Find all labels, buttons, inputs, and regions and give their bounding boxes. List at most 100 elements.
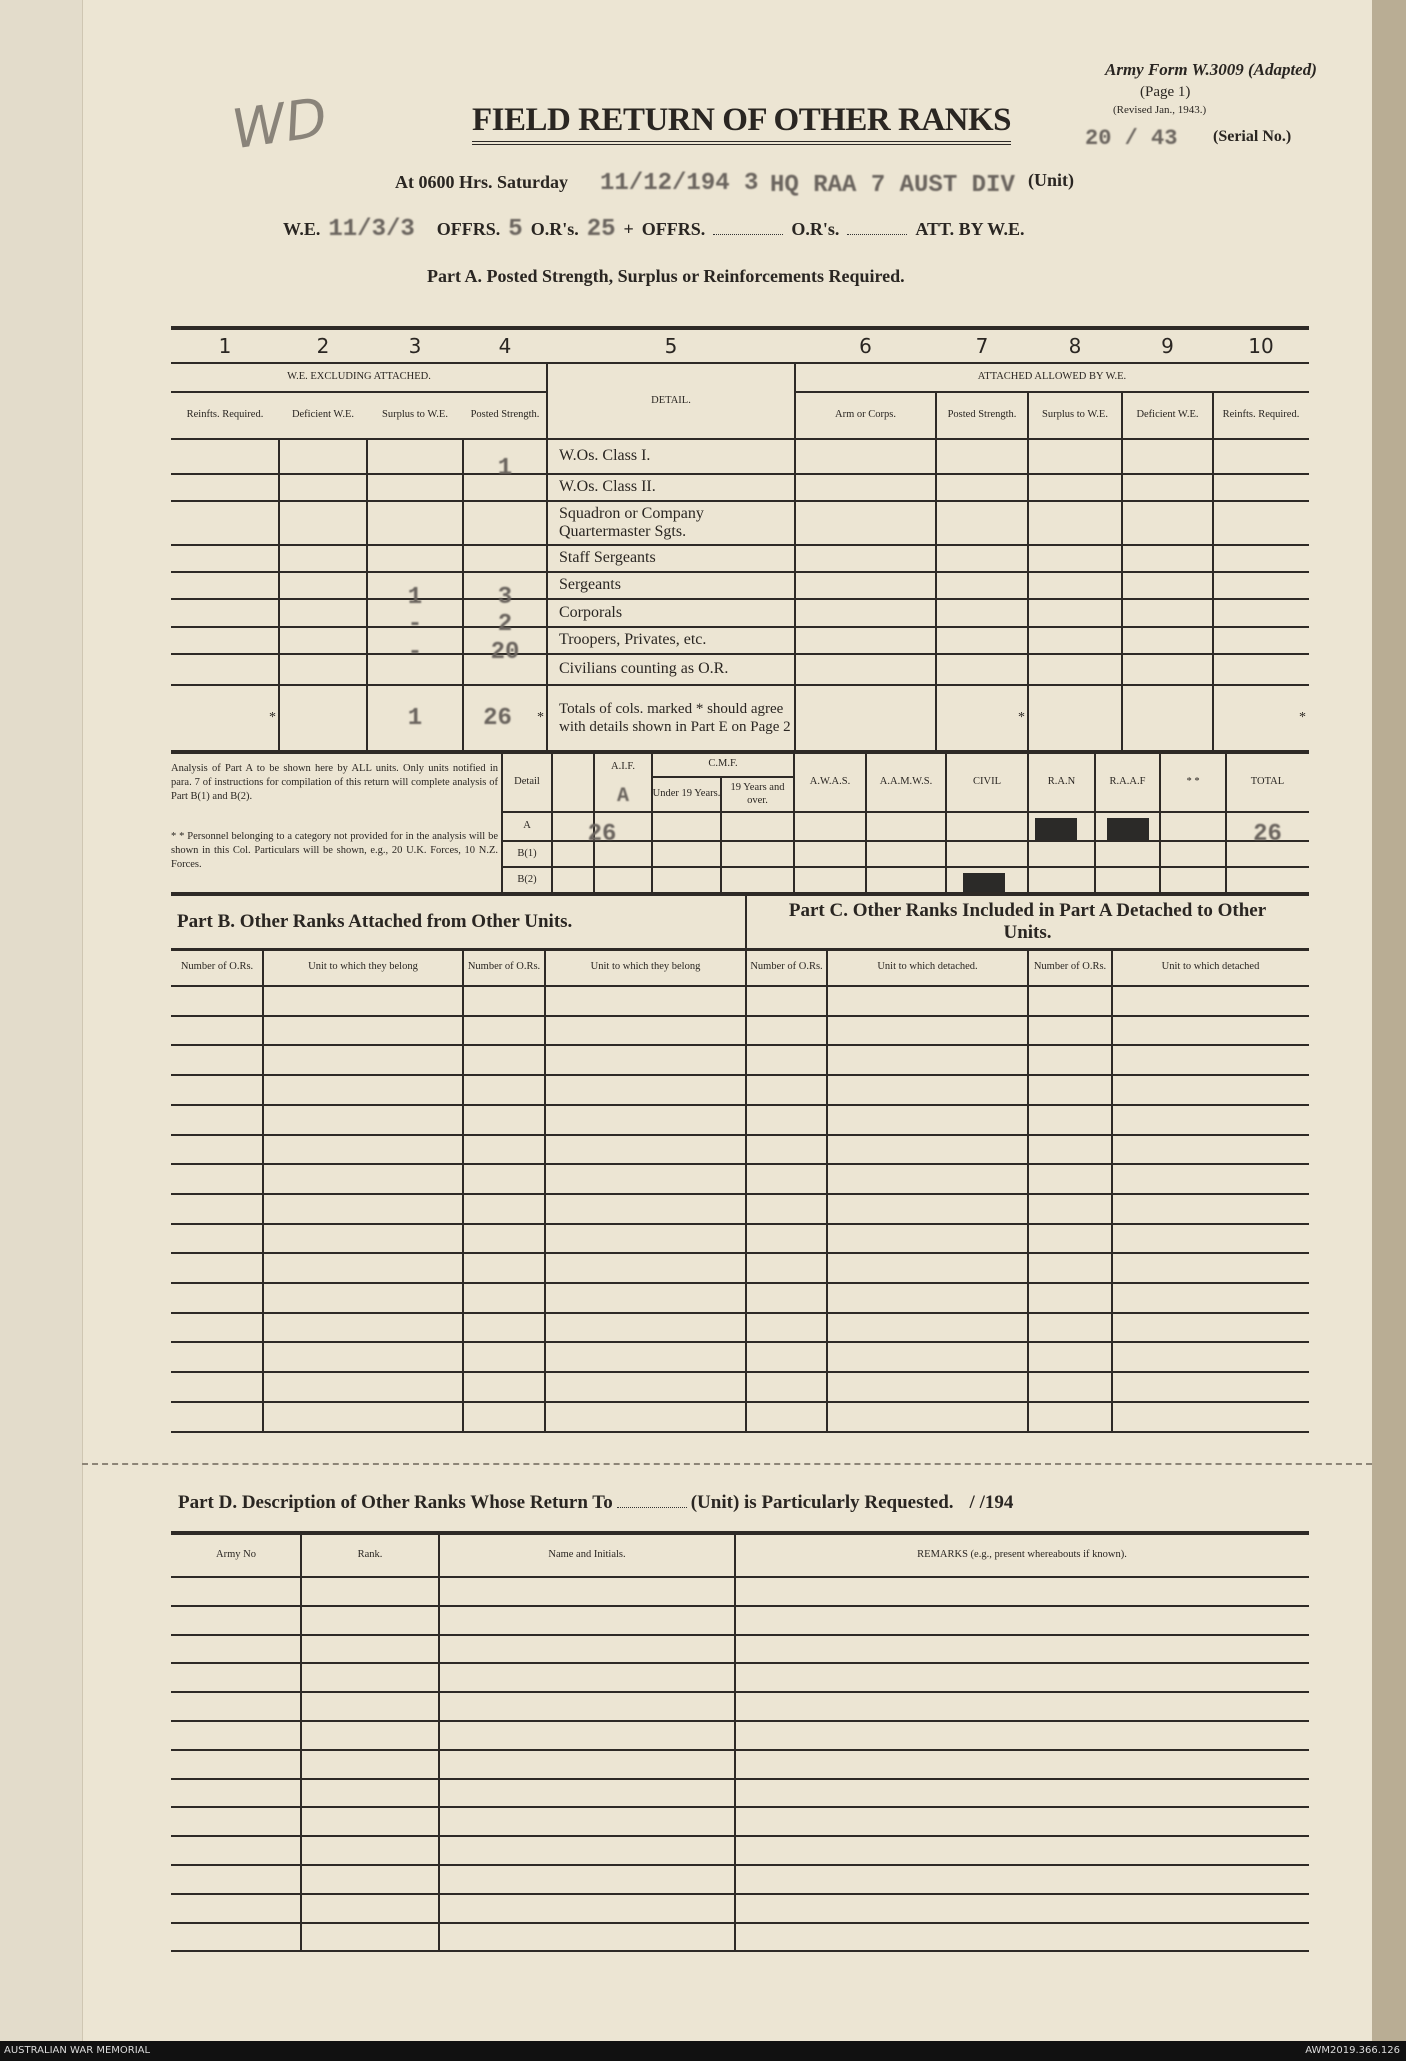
- part-d-heading: Part D. Description of Other Ranks Whose…: [178, 1492, 1013, 1514]
- page-label: (Page 1): [1140, 84, 1191, 100]
- serial-label: (Serial No.): [1213, 128, 1292, 145]
- unit-label: (Unit): [1028, 170, 1074, 190]
- redaction-block: [1035, 818, 1077, 840]
- surplus-value: 1: [407, 583, 423, 611]
- part-c-column-header: Number of O.Rs.: [750, 961, 823, 973]
- column-rule: [544, 949, 546, 1432]
- column-rule: [1027, 752, 1029, 894]
- detail-label: Civilians counting as O.R.: [559, 660, 729, 678]
- sub-header: Surplus to W.E.: [1042, 409, 1108, 421]
- entry-row-rule: [171, 1893, 1309, 1895]
- row-label: B(1): [517, 847, 537, 859]
- ors2-blank: [847, 234, 908, 235]
- part-b-heading: Part B. Other Ranks Attached from Other …: [177, 910, 573, 932]
- column-rule: [262, 949, 264, 1432]
- part-c-column-header: Unit to which detached: [1161, 961, 1260, 973]
- footer-bar: AUSTRALIAN WAR MEMORIAL AWM2019.366.126: [0, 2041, 1406, 2061]
- row-a-total-value: 26: [1253, 821, 1282, 849]
- column-rule: [794, 363, 796, 752]
- row-rule: [171, 598, 1309, 600]
- row-label: B(2): [517, 874, 537, 886]
- rule-line: [502, 840, 1309, 842]
- column-number: 9: [1161, 333, 1174, 358]
- surplus-value: [367, 513, 463, 557]
- sub-header: Arm or Corps.: [835, 409, 896, 421]
- entry-row-rule: [171, 1691, 1309, 1693]
- analysis-footnote: * * Personnel belonging to a category no…: [171, 830, 498, 871]
- ors-label: O.R's.: [530, 219, 579, 239]
- detail-label: Troopers, Privates, etc.: [559, 631, 707, 649]
- surplus-value: -: [407, 638, 423, 666]
- aamws-header: A.A.M.W.S.: [879, 775, 933, 787]
- offrs-value: 5: [508, 216, 523, 243]
- part-c-heading: Part C. Other Ranks Included in Part A D…: [788, 899, 1267, 943]
- column-rule: [793, 752, 795, 894]
- detail-header: DETAIL.: [651, 394, 691, 406]
- column-number: 2: [316, 333, 330, 358]
- sub-header: Deficient W.E.: [1136, 409, 1199, 421]
- entry-row-rule: [171, 1922, 1309, 1924]
- column-rule: [462, 949, 464, 1432]
- row-rule: [171, 571, 1309, 573]
- part-b-column-header: Unit to which they belong: [308, 961, 418, 973]
- entry-row-rule: [171, 1282, 1309, 1284]
- column-rule: [935, 392, 937, 752]
- column-rule: [1121, 392, 1123, 752]
- totals-note: Totals of cols. marked * should agree wi…: [559, 701, 791, 735]
- civil-header: CIVIL: [973, 775, 1001, 787]
- date-value: 11/12/194 3: [600, 170, 759, 197]
- detail-label: Sergeants: [559, 576, 621, 594]
- entry-row-rule: [171, 1252, 1309, 1254]
- part-d-column-header: Army No: [216, 1548, 256, 1560]
- column-rule: [865, 752, 867, 894]
- group-header-attached: ATTACHED ALLOWED BY W.E.: [977, 371, 1127, 383]
- att-by-we-label: ATT. BY W.E.: [915, 219, 1025, 239]
- asterisk-mark: *: [1299, 710, 1306, 726]
- entry-row-rule: [171, 1223, 1309, 1225]
- part-b-column-header: Unit to which they belong: [590, 961, 701, 973]
- surplus-value: [367, 451, 463, 486]
- entry-row-rule: [171, 1778, 1309, 1780]
- entry-row-rule: [171, 1835, 1309, 1837]
- row-rule: [171, 626, 1309, 628]
- column-rule: [546, 363, 548, 752]
- row-rule: [171, 653, 1309, 655]
- plus-sign: +: [623, 219, 634, 239]
- handwritten-mark: WD: [228, 85, 331, 162]
- redaction-block: [963, 873, 1005, 895]
- part-a-bottom-rule: [171, 750, 1309, 754]
- column-rule: [651, 752, 653, 894]
- part-d-heading-a: Part D. Description of Other Ranks Whose…: [178, 1492, 613, 1513]
- sub-header: Deficient W.E.: [291, 409, 355, 421]
- unit-value: HQ RAA 7 AUST DIV: [770, 172, 1015, 199]
- column-rule: [501, 752, 503, 894]
- detail-label: W.Os. Class II.: [559, 478, 656, 496]
- over-19-header: 19 Years and over.: [730, 782, 785, 806]
- detail-label: W.Os. Class I.: [559, 447, 651, 465]
- detail-label: Staff Sergeants: [559, 549, 656, 567]
- column-rule: [1225, 752, 1227, 894]
- entry-row-rule: [171, 1044, 1309, 1046]
- army-form-label: Army Form W.3009 (Adapted): [1105, 60, 1317, 79]
- raaf-header: R.A.A.F: [1109, 775, 1146, 787]
- part-d-unit-blank: [616, 1507, 687, 1508]
- part-d-heading-b: (Unit) is Particularly Requested.: [690, 1492, 954, 1513]
- column-rule: [438, 1533, 440, 1951]
- rule-line: [171, 1431, 1309, 1433]
- at-hours-label: At 0600 Hrs. Saturday: [395, 172, 569, 192]
- offrs-label: OFFRS.: [436, 219, 501, 239]
- sub-header: Posted Strength.: [947, 409, 1017, 421]
- posted-strength-value: [463, 557, 547, 584]
- rule-line: [171, 437, 1309, 441]
- total-header: TOTAL: [1250, 775, 1285, 787]
- serial-value: 20 / 43: [1085, 126, 1178, 151]
- offrs2-label: OFFRS.: [641, 219, 706, 239]
- part-c-column-header: Unit to which detached.: [877, 961, 978, 973]
- other-header: * *: [1186, 775, 1200, 787]
- column-number: 7: [975, 333, 989, 358]
- asterisk-mark: *: [1018, 710, 1025, 726]
- aif-mark: A: [616, 785, 629, 808]
- entry-row-rule: [171, 1864, 1309, 1866]
- total-surplus-value: 1: [407, 704, 423, 732]
- entry-row-rule: [171, 1341, 1309, 1343]
